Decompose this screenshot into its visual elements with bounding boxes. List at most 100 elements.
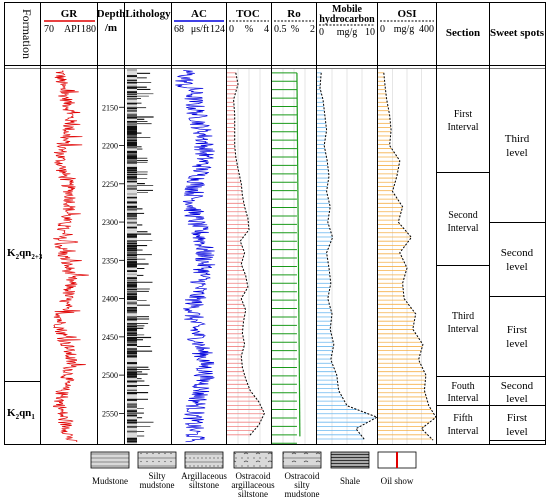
- lith-mark: [137, 233, 152, 235]
- legend-silty-swatch: [137, 451, 177, 469]
- log-frame: [4, 2, 546, 445]
- sweet-4-l1: Second: [501, 380, 534, 392]
- lith-bed: [127, 288, 137, 291]
- lith-bed: [127, 410, 137, 413]
- lith-mark: [137, 173, 148, 175]
- lith-bed: [127, 277, 137, 279]
- lith-bed: [127, 199, 137, 202]
- lith-mark: [137, 185, 154, 186]
- mobile-min: 0: [319, 27, 324, 38]
- lith-bed: [127, 130, 137, 133]
- ro-track: [272, 69, 306, 444]
- lith-bed: [127, 426, 137, 428]
- osi-track: [378, 69, 437, 444]
- lith-mark: [137, 171, 148, 173]
- lith-bed: [127, 297, 137, 300]
- lith-mark: [137, 121, 148, 122]
- lith-bed: [127, 93, 137, 95]
- lith-bed: [127, 412, 137, 415]
- legend-ostsilty-swatch: [282, 451, 322, 469]
- lith-bed: [127, 180, 137, 183]
- depth-tick-label: 2500: [102, 371, 118, 380]
- formation-header: Formation: [20, 9, 34, 59]
- lith-bed: [127, 114, 137, 117]
- lith-bed: [127, 121, 137, 123]
- lith-bed: [127, 348, 137, 350]
- lith-bed: [127, 233, 137, 236]
- lith-bed: [127, 203, 137, 206]
- depth-axis: 2150 2200 2250 2300 2350 2400 2450 2500 2550: [102, 103, 124, 418]
- section-5-l2: Interval: [447, 426, 478, 437]
- lith-mark: [137, 148, 143, 150]
- lith-mark: [137, 339, 143, 341]
- lith-mark: [137, 417, 143, 419]
- lith-bed: [127, 380, 137, 383]
- sweet-2-l1: Second: [501, 247, 534, 259]
- lith-bed: [127, 127, 137, 130]
- ac-curve: [175, 70, 216, 443]
- lith-bed: [127, 414, 137, 417]
- ac-title: AC: [191, 8, 207, 20]
- lith-mark: [137, 162, 148, 163]
- lith-bed: [127, 346, 137, 348]
- lith-bed: [127, 219, 137, 222]
- section-1-l2: Interval: [447, 122, 478, 133]
- lith-bed: [127, 290, 137, 293]
- legend-ostsilty-label-3: mudstone: [285, 489, 320, 499]
- lith-bed: [127, 132, 137, 135]
- lith-mark: [137, 336, 152, 339]
- lith-bed: [127, 167, 137, 170]
- section-4-l1: Fouth: [451, 381, 474, 392]
- lith-bed: [127, 176, 137, 179]
- lith-bed: [127, 263, 137, 266]
- lith-bed: [127, 107, 137, 109]
- lith-mark: [137, 369, 150, 370]
- lith-bed: [127, 286, 137, 288]
- lith-mark: [137, 327, 144, 329]
- formation-upper-label: K2qn2+3: [7, 247, 43, 261]
- lith-bed: [127, 394, 137, 397]
- lith-mark: [137, 373, 148, 375]
- lith-bed: [127, 359, 137, 362]
- lith-mark: [137, 380, 145, 382]
- lith-bed: [127, 318, 137, 321]
- lith-bed: [127, 431, 137, 433]
- toc-curve: [233, 72, 265, 437]
- lith-bed: [127, 171, 137, 173]
- lith-bed: [127, 332, 137, 335]
- osi-title: OSI: [398, 8, 417, 20]
- lith-bed: [127, 162, 137, 164]
- osi-max: 400: [419, 24, 434, 35]
- lith-bed: [127, 75, 137, 78]
- lith-bed: [127, 178, 137, 180]
- ro-min: 0.5: [274, 24, 287, 35]
- lith-mark: [137, 371, 143, 373]
- lith-bed: [127, 212, 137, 215]
- lith-mark: [137, 72, 151, 74]
- lith-bed: [127, 437, 137, 440]
- legend-argsilt-label-1: Argillaceous: [181, 471, 227, 481]
- lith-bed: [127, 327, 137, 331]
- lith-mark: [137, 183, 145, 185]
- lith-bed: [127, 91, 137, 93]
- lith-bed: [127, 105, 137, 107]
- lith-bed: [127, 111, 137, 114]
- lith-mark: [137, 346, 151, 347]
- lith-bed: [127, 249, 137, 252]
- lith-bed: [127, 378, 137, 381]
- sweet-1-l2: level: [506, 147, 527, 159]
- lith-mark: [137, 118, 145, 120]
- lith-bed: [127, 371, 137, 374]
- lith-mark: [137, 412, 144, 414]
- lith-mark: [137, 385, 150, 386]
- lith-bed: [127, 336, 137, 340]
- lith-bed: [127, 100, 137, 103]
- lith-mark: [137, 426, 151, 427]
- gr-curve: [53, 70, 89, 443]
- lith-mark: [137, 208, 143, 210]
- gr-min: 70: [44, 24, 54, 35]
- lith-mark: [137, 212, 145, 214]
- depth-tick-label: 2250: [102, 180, 118, 189]
- lith-bed: [127, 247, 137, 250]
